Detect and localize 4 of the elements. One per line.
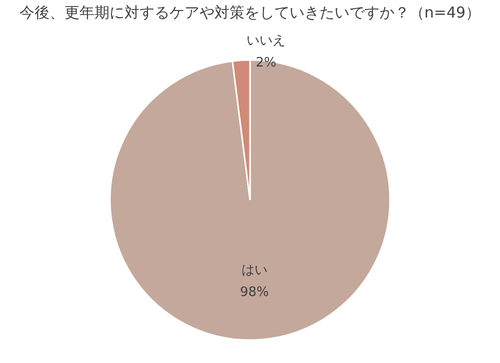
chart-title: 今後、更年期に対するケアや対策をしていきたいですか？（n=49） xyxy=(19,3,481,22)
slice-label: いいえ xyxy=(246,33,286,48)
data-label: 98% xyxy=(240,284,269,300)
slice-label: はい xyxy=(241,262,268,278)
